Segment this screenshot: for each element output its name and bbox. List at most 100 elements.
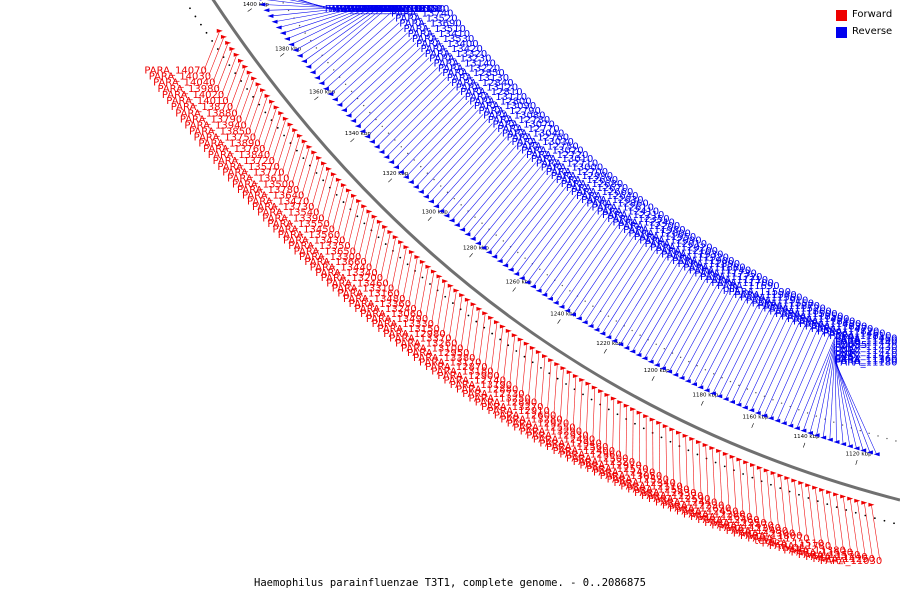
- outer-tick-dot: [362, 104, 365, 107]
- outer-tick-dot: [344, 83, 347, 86]
- forward-leader-line: [856, 500, 866, 557]
- forward-leader-line: [497, 326, 504, 376]
- inner-tick-dot: [835, 506, 838, 509]
- inner-tick-dot: [779, 487, 782, 490]
- reverse-gene-label: PARA_12240: [612, 218, 674, 229]
- forward-leader-line: [685, 435, 688, 489]
- inner-tick-dot: [696, 453, 699, 456]
- reverse-gene-label: PARA_12100: [656, 246, 718, 257]
- reverse-leader-line: [282, 7, 359, 34]
- forward-leader-line: [221, 54, 237, 95]
- reverse-leader-line: [343, 42, 417, 111]
- reverse-leader-line: [493, 178, 556, 257]
- reverse-leader-line: [783, 332, 824, 424]
- forward-gene-label: PARA_13300: [299, 252, 361, 263]
- inner-tick-dot: [264, 111, 267, 114]
- genome-backbone-arc: [211, 0, 900, 502]
- inner-tick-dot: [723, 465, 726, 468]
- kbp-label: 1180 kbp: [693, 392, 719, 398]
- forward-gene-label: PARA_11510: [762, 538, 824, 549]
- forward-gene-label: PARA_13060: [360, 309, 422, 320]
- forward-leader-line: [204, 30, 221, 70]
- forward-gene-label: PARA_12980: [383, 329, 445, 340]
- outer-tick-dot: [400, 146, 402, 148]
- outer-tick-dot: [569, 290, 571, 292]
- kbp-scale-labels: 1400 kbp 1380 kbp 1360 kbp 1340 kbp 1320 kbp…: [243, 2, 872, 465]
- forward-leader-line: [619, 402, 621, 454]
- forward-leader-line: [466, 304, 474, 353]
- forward-gene-label: PARA_12450: [676, 506, 738, 517]
- forward-gene-label: PARA_13360: [349, 299, 411, 310]
- inner-tick-dot: [660, 436, 663, 439]
- forward-leader-line: [745, 462, 751, 517]
- forward-leader-line: [692, 438, 695, 492]
- outer-tick-dot: [407, 152, 409, 155]
- forward-leader-line: [208, 36, 225, 76]
- forward-leader-line: [521, 343, 528, 394]
- reverse-leader-line: [415, 114, 484, 188]
- reverse-gene-label: PARA_11890: [678, 259, 740, 270]
- reverse-gene-label: PARA_13070: [492, 119, 554, 130]
- forward-leader-line: [515, 339, 522, 389]
- forward-leader-line: [787, 477, 794, 533]
- outer-tick-dot: [375, 118, 377, 121]
- forward-gene-label: PARA_14070: [144, 65, 206, 76]
- inner-tick-dot: [246, 88, 248, 90]
- forward-gene-label: PARA_12500: [566, 453, 628, 464]
- kbp-label: 1360 kbp: [309, 90, 335, 96]
- reverse-leader-line: [834, 353, 851, 447]
- reverse-leader-line: [578, 235, 635, 319]
- forward-gene-label: PARA_12420: [593, 468, 655, 479]
- reverse-gene-label: PARA_12670: [566, 183, 628, 194]
- reverse-leader-line: [632, 266, 684, 352]
- reverse-gene-label: PARA_12350: [607, 214, 669, 225]
- reverse-leader-line: [644, 272, 695, 359]
- reverse-leader-line: [662, 281, 712, 369]
- reverse-gene-label: PARA_13020: [521, 146, 583, 157]
- outer-tick-dot: [350, 90, 353, 93]
- outer-tick-dot: [780, 402, 783, 404]
- reverse-leader-line: [693, 296, 741, 385]
- reverse-gene-label: PARA_12210: [602, 210, 664, 221]
- reverse-gene-label: PARA_12790: [478, 106, 540, 117]
- reverse-leader-line: [312, 7, 388, 73]
- reverse-leader-line: [650, 275, 701, 362]
- kbp-tick: [512, 287, 516, 292]
- inner-tick-dot: [634, 422, 636, 425]
- forward-leader-line: [296, 146, 310, 190]
- reverse-leader-line: [614, 256, 667, 341]
- outer-tick-dot: [315, 47, 318, 49]
- forward-leader-line: [258, 101, 273, 143]
- reverse-leader-line: [803, 339, 836, 431]
- forward-gene-label: PARA_12590: [648, 494, 710, 505]
- reverse-leader-line: [286, 7, 363, 40]
- forward-gene-label: PARA_13350: [288, 241, 350, 252]
- reverse-gene-label: PARA_13140: [433, 59, 495, 70]
- reverse-leader-line: [544, 213, 603, 295]
- reverse-leader-line: [608, 253, 662, 338]
- forward-gene-label: PARA_13780: [237, 185, 299, 196]
- forward-leader-line: [248, 89, 264, 131]
- reverse-gene-label: PARA_13810: [359, 4, 421, 15]
- reverse-gene-label: PARA_11440: [835, 338, 897, 349]
- reverse-gene-label: PARA_11550: [752, 298, 814, 309]
- reverse-gene-label: PARA_13010: [531, 154, 593, 165]
- reverse-leader-line: [596, 246, 651, 331]
- outer-tick-dot: [895, 440, 897, 442]
- reverse-gene-label: PARA_12010: [645, 239, 707, 250]
- forward-gene-label: PARA_13430: [283, 236, 345, 247]
- reverse-leader-line: [472, 162, 537, 240]
- forward-leader-line: [408, 256, 418, 304]
- forward-gene-label: PARA_13310: [332, 284, 394, 295]
- forward-leader-line: [586, 383, 589, 435]
- reverse-leader-line: [381, 81, 452, 153]
- forward-leader-line: [553, 364, 558, 415]
- reverse-gene-label: PARA_11840: [793, 317, 855, 328]
- reverse-gene-label: PARA_11180: [835, 357, 897, 368]
- reverse-leader-line: [751, 320, 794, 411]
- forward-leader-line: [732, 456, 737, 511]
- inner-tick-dot: [826, 503, 829, 506]
- forward-gene-label: PARA_13340: [315, 268, 377, 279]
- inner-tick-dot: [194, 15, 197, 18]
- forward-gene-label: PARA_13470: [247, 196, 309, 207]
